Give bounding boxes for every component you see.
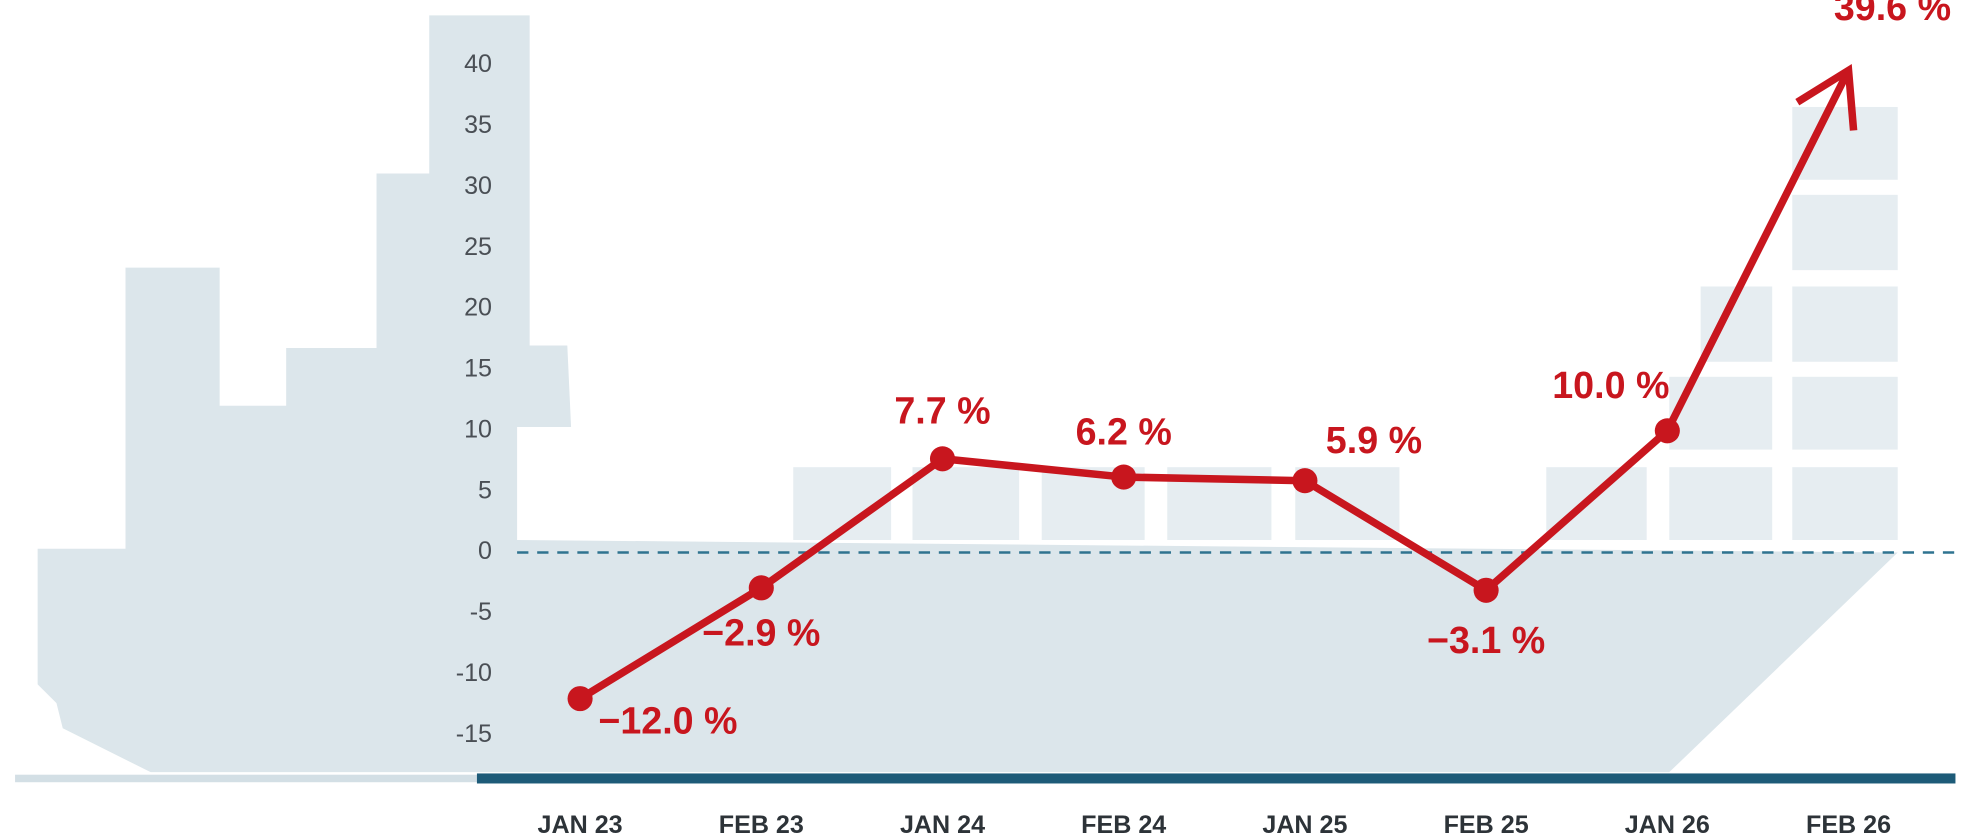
x-tick-label: FEB 25 bbox=[1444, 811, 1529, 839]
page: html, body { margin: 0; padding: 0; back… bbox=[0, 0, 1968, 839]
y-tick-label: -15 bbox=[456, 720, 492, 748]
container bbox=[1792, 467, 1897, 540]
y-tick-label: 30 bbox=[464, 172, 492, 200]
x-tick-label: FEB 23 bbox=[719, 811, 804, 839]
value-label: 39.6 % bbox=[1834, 0, 1951, 28]
x-tick-label: JAN 24 bbox=[900, 811, 985, 839]
y-tick-label: 25 bbox=[464, 233, 492, 261]
container bbox=[1792, 377, 1897, 450]
container bbox=[1792, 286, 1897, 361]
y-tick-label: 0 bbox=[478, 537, 492, 565]
x-tick-label: FEB 24 bbox=[1081, 811, 1166, 839]
y-tick-label: 20 bbox=[464, 294, 492, 322]
y-tick-label: -10 bbox=[456, 659, 492, 687]
point-marker bbox=[1474, 578, 1499, 603]
value-label: −2.9 % bbox=[702, 611, 820, 653]
value-label: 6.2 % bbox=[1076, 410, 1172, 452]
value-label: 5.9 % bbox=[1326, 419, 1422, 461]
page-body: {"chart_data": {"type": "line", "categor… bbox=[0, 0, 1968, 839]
x-tick-label: JAN 23 bbox=[538, 811, 623, 839]
value-label: 10.0 % bbox=[1552, 364, 1669, 406]
y-tick-label: 15 bbox=[464, 355, 492, 383]
point-marker bbox=[1111, 465, 1136, 490]
point-marker bbox=[568, 686, 593, 711]
container bbox=[1669, 467, 1772, 540]
point-marker bbox=[1655, 418, 1680, 443]
x-tick-label: JAN 26 bbox=[1625, 811, 1710, 839]
container bbox=[1669, 377, 1772, 450]
point-marker bbox=[930, 446, 955, 471]
container bbox=[1792, 195, 1897, 270]
y-tick-label: -5 bbox=[470, 598, 492, 626]
chart: -15 -10 -5 0 5 10 15 20 25 30 35 40 JAN 23 FEB 23 JAN … bbox=[0, 0, 1968, 839]
y-tick-label: 35 bbox=[464, 111, 492, 139]
x-tick-label: JAN 25 bbox=[1262, 811, 1347, 839]
value-label: −3.1 % bbox=[1427, 619, 1545, 661]
y-tick-label: 40 bbox=[464, 50, 492, 78]
value-label: 7.7 % bbox=[894, 390, 990, 432]
water-line-dark bbox=[477, 773, 1956, 783]
value-label: −12.0 % bbox=[598, 700, 737, 742]
point-marker bbox=[1292, 468, 1317, 493]
point-marker bbox=[749, 575, 774, 600]
y-tick-label: 10 bbox=[464, 415, 492, 443]
container bbox=[912, 467, 1019, 540]
x-tick-label: FEB 26 bbox=[1806, 811, 1891, 839]
y-tick-label: 5 bbox=[478, 476, 492, 504]
